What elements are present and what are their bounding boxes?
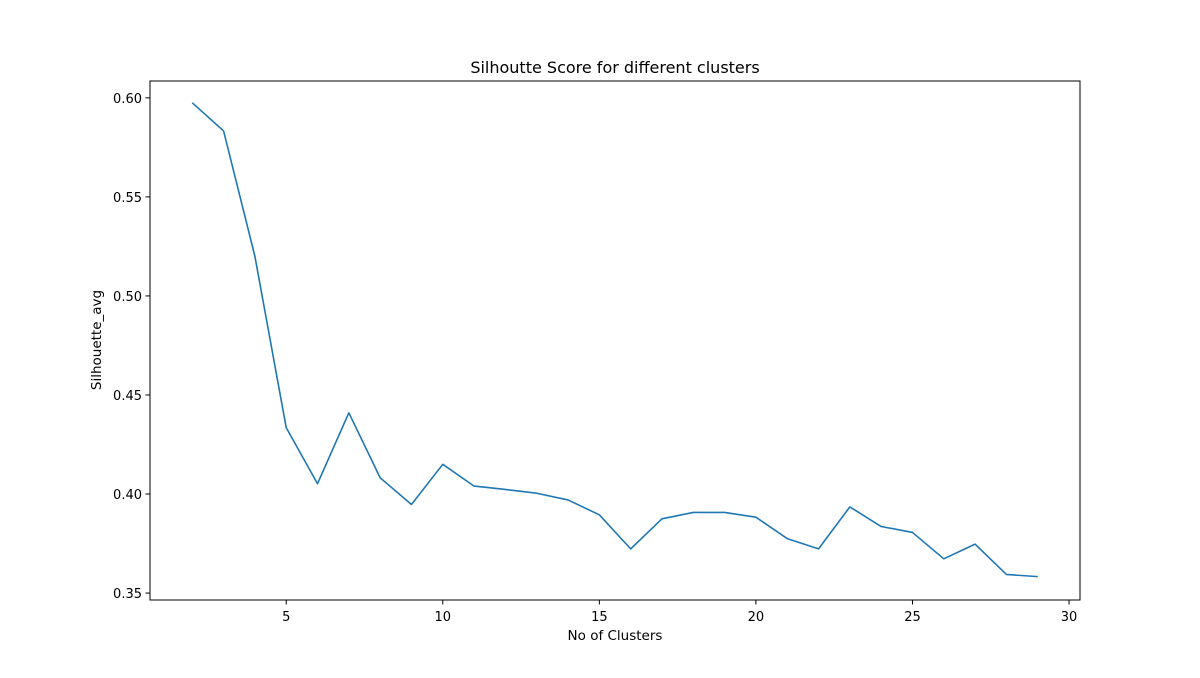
x-axis-label: No of Clusters [568, 628, 663, 644]
y-tick-label: 0.35 [113, 587, 142, 602]
plot-frame [149, 80, 1081, 601]
series-line-0 [191, 102, 1038, 578]
x-tick-label: 30 [1061, 610, 1078, 625]
y-axis-label: Silhouette_avg [89, 290, 105, 390]
y-tick-label: 0.40 [113, 488, 142, 503]
y-tick-label: 0.50 [113, 290, 142, 305]
y-tick-label: 0.55 [113, 191, 142, 206]
x-tick-label: 25 [904, 610, 921, 625]
y-tick-label: 0.60 [113, 92, 142, 107]
x-tick-label: 20 [748, 610, 765, 625]
y-tick-label: 0.45 [113, 389, 142, 404]
x-tick-label: 15 [591, 610, 608, 625]
chart-title: Silhoutte Score for different clusters [470, 58, 759, 77]
x-tick-label: 10 [435, 610, 452, 625]
x-tick-label: 5 [282, 610, 290, 625]
plot-area: 5 10 15 20 25 30 0.35 0.40 0.45 0.50 0.55 0.60 [113, 80, 1081, 625]
